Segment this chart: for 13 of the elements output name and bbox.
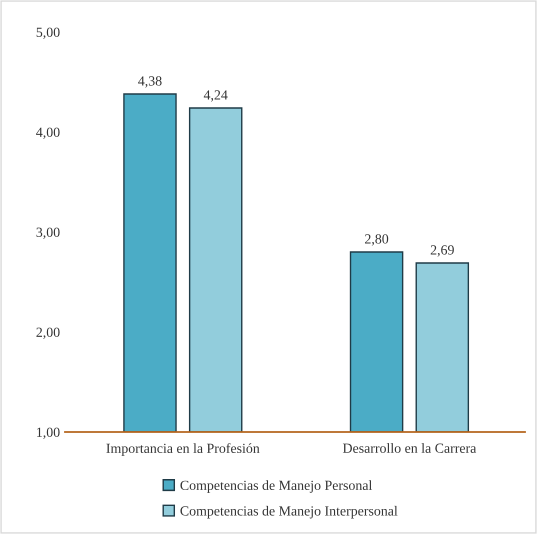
y-tick-label: 1,00 (37, 428, 60, 439)
data-label: 2,80 (365, 234, 388, 246)
y-tick-label: 2,00 (36, 328, 60, 339)
legend-label: Competencias de Manejo Personal (180, 480, 372, 493)
y-tick-label: 4,00 (36, 128, 60, 139)
legend-label: Competencias de Manejo Interpersonal (180, 506, 398, 518)
data-label: 4,24 (204, 90, 228, 102)
data-label: 4,38 (138, 76, 162, 88)
x-tick-label: Importancia en la Profesión (106, 443, 260, 456)
data-label: 2,69 (430, 245, 454, 257)
y-tick-label: 3,00 (36, 228, 60, 239)
x-tick-label: Desarrollo en la Carrera (342, 443, 476, 453)
y-tick-label: 5,00 (36, 28, 60, 39)
